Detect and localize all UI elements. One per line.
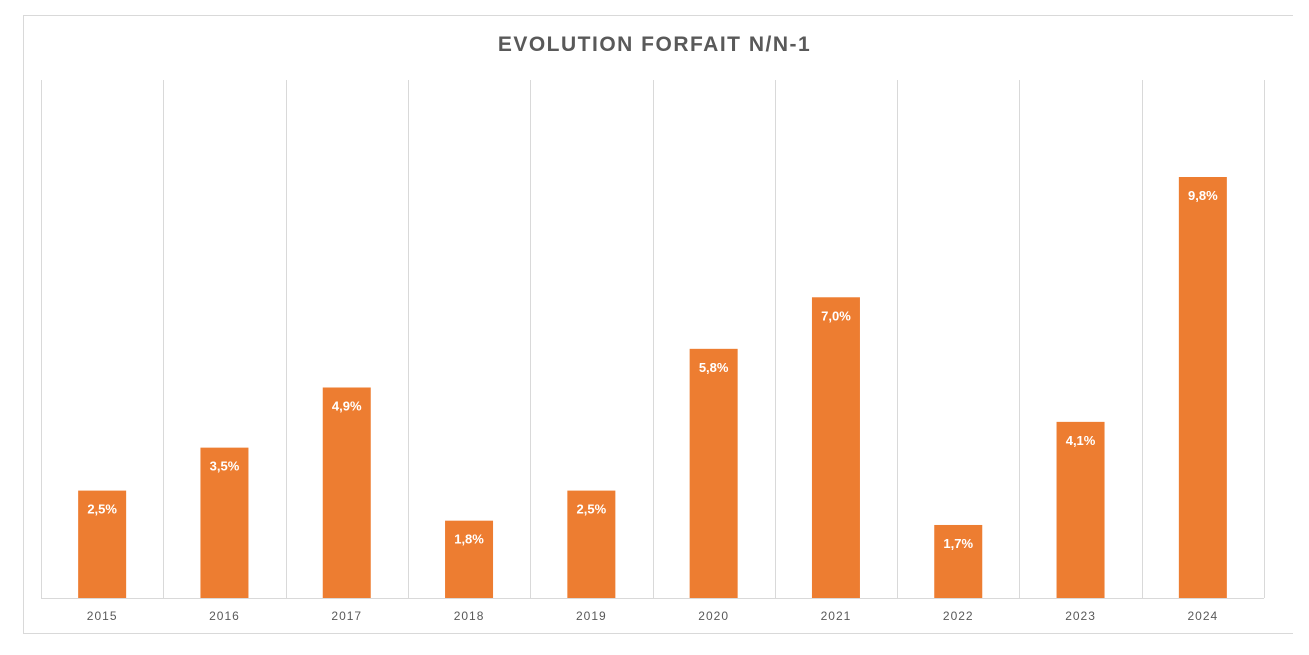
data-label-2018: 1,8% <box>454 532 484 547</box>
x-tick-label-2020: 2020 <box>698 609 729 623</box>
x-tick-label-2015: 2015 <box>87 609 118 623</box>
x-tick-label-2023: 2023 <box>1065 609 1096 623</box>
data-label-2021: 7,0% <box>821 308 851 323</box>
data-label-2024: 9,8% <box>1188 188 1218 203</box>
bar-2018 <box>445 520 494 598</box>
data-label-2022: 1,7% <box>943 536 973 551</box>
x-tick-label-2017: 2017 <box>331 609 362 623</box>
bar-2016 <box>200 447 249 598</box>
bar-2021 <box>811 297 860 598</box>
data-label-2023: 4,1% <box>1066 433 1096 448</box>
x-tick-label-2022: 2022 <box>943 609 974 623</box>
bar-2023 <box>1056 421 1105 598</box>
x-tick-label-2024: 2024 <box>1187 609 1218 623</box>
chart-title: EVOLUTION FORFAIT N/N-1 <box>497 33 812 56</box>
chart-frame <box>23 15 1293 634</box>
data-label-2016: 3,5% <box>210 459 240 474</box>
bar-2019 <box>567 490 616 598</box>
data-label-2020: 5,8% <box>699 360 729 375</box>
bar-2017 <box>322 387 371 598</box>
bar-2022 <box>934 524 983 598</box>
bar-2015 <box>78 490 127 598</box>
x-tick-label-2016: 2016 <box>209 609 240 623</box>
bar-2020 <box>689 348 738 598</box>
x-tick-label-2021: 2021 <box>821 609 852 623</box>
data-label-2015: 2,5% <box>87 502 117 517</box>
data-label-2017: 4,9% <box>332 399 362 414</box>
x-tick-label-2019: 2019 <box>576 609 607 623</box>
x-tick-label-2018: 2018 <box>454 609 485 623</box>
bar-2024 <box>1178 177 1227 598</box>
data-label-2019: 2,5% <box>577 502 607 517</box>
